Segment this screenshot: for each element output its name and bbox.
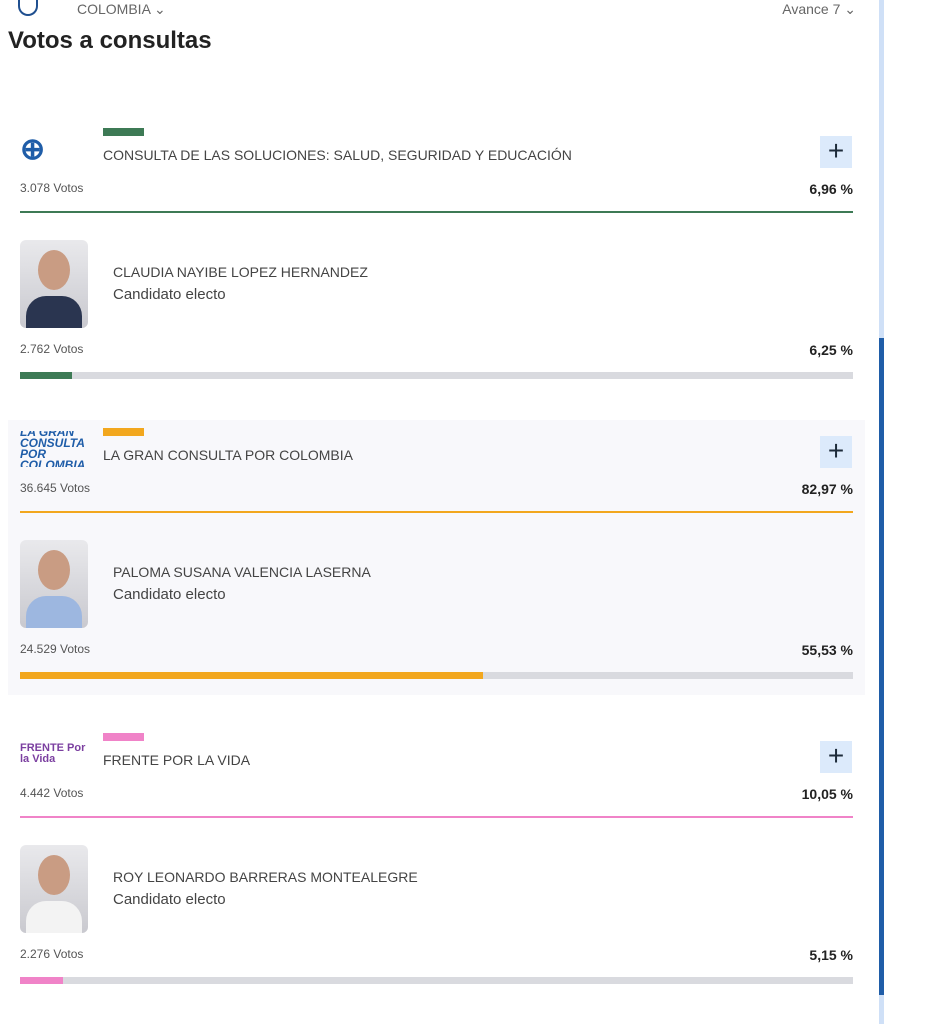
candidate-status: Candidato electo [113,286,226,303]
country-dropdown[interactable]: COLOMBIA ⌄ [77,1,166,17]
progress-fill [20,977,63,984]
consulta-percentage: 82,97 % [801,481,853,497]
progress-bar [20,672,853,679]
top-bar: COLOMBIA ⌄ Avance 7 ⌄ [0,0,870,20]
consulta-divider [20,511,853,513]
candidate-photo [20,845,88,933]
candidate-photo [20,240,88,328]
color-tag [103,733,144,741]
candidate-percentage: 55,53 % [801,642,853,658]
consulta-percentage: 10,05 % [801,786,853,802]
consulta-logo: ⊕ [20,132,46,166]
candidate-votes: 2.762 Votos [20,342,84,356]
consulta-logo: FRENTE Por la Vida [20,742,86,765]
scrollbar-thumb[interactable] [879,338,884,995]
consulta-name: LA GRAN CONSULTA POR COLOMBIA [103,447,353,463]
candidate-status: Candidato electo [113,586,226,603]
candidate-row: CLAUDIA NAYIBE LOPEZ HERNANDEZ Candidato… [8,220,865,395]
color-tag [103,428,144,436]
page-title: Votos a consultas [8,27,212,54]
candidate-photo [20,540,88,628]
consulta-divider [20,816,853,818]
consulta-section: LA GRAN CONSULTA POR COLOMBIA LA GRAN CO… [8,420,865,695]
candidate-percentage: 6,25 % [809,342,853,358]
progress-fill [20,372,73,379]
consulta-section: FRENTE Por la Vida FRENTE POR LA VIDA + … [8,730,865,1000]
consulta-logo: LA GRAN CONSULTA POR COLOMBIA [20,431,86,467]
consulta-group: FRENTE Por la Vida FRENTE POR LA VIDA + … [8,730,865,825]
candidate-votes: 24.529 Votos [20,642,91,656]
candidate-votes: 2.276 Votos [20,947,84,961]
candidate-name: CLAUDIA NAYIBE LOPEZ HERNANDEZ [113,264,368,280]
consulta-votes: 3.078 Votos [20,181,84,195]
expand-plus-button[interactable]: + [820,741,852,773]
consulta-name: CONSULTA DE LAS SOLUCIONES: SALUD, SEGUR… [103,147,572,163]
expand-plus-button[interactable]: + [820,136,852,168]
candidate-name: PALOMA SUSANA VALENCIA LASERNA [113,564,371,580]
candidate-row: PALOMA SUSANA VALENCIA LASERNA Candidato… [8,520,865,695]
candidate-row: ROY LEONARDO BARRERAS MONTEALEGRE Candid… [8,825,865,1000]
candidate-name: ROY LEONARDO BARRERAS MONTEALEGRE [113,869,418,885]
expand-plus-button[interactable]: + [820,436,852,468]
progress-fill [20,672,483,679]
consulta-percentage: 6,96 % [809,181,853,197]
consulta-votes: 36.645 Votos [20,481,91,495]
consulta-group: LA GRAN CONSULTA POR COLOMBIA LA GRAN CO… [8,425,865,520]
consulta-divider [20,211,853,213]
progress-bar [20,372,853,379]
shield-icon [18,0,38,16]
avance-dropdown[interactable]: Avance 7 ⌄ [782,1,856,17]
candidate-percentage: 5,15 % [809,947,853,963]
consulta-section: ⊕ CONSULTA DE LAS SOLUCIONES: SALUD, SEG… [8,125,865,395]
candidate-status: Candidato electo [113,891,226,908]
progress-bar [20,977,853,984]
color-tag [103,128,144,136]
consulta-name: FRENTE POR LA VIDA [103,752,251,768]
consulta-group: ⊕ CONSULTA DE LAS SOLUCIONES: SALUD, SEG… [8,125,865,220]
consulta-votes: 4.442 Votos [20,786,84,800]
